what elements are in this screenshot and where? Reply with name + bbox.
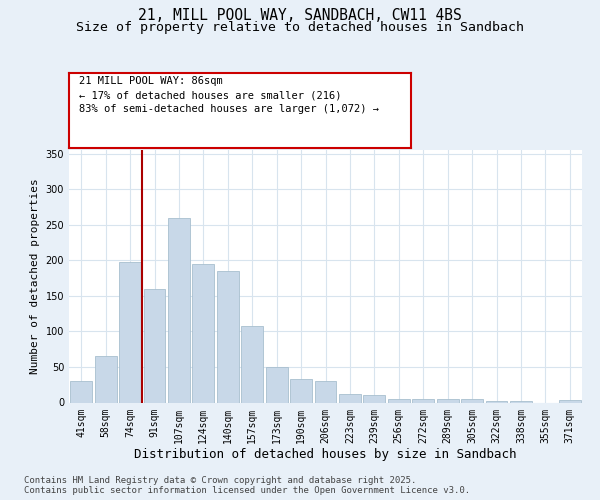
Bar bbox=[217, 271, 239, 402]
Bar bbox=[143, 288, 166, 403]
Text: 21 MILL POOL WAY: 86sqm
← 17% of detached houses are smaller (216)
83% of semi-d: 21 MILL POOL WAY: 86sqm ← 17% of detache… bbox=[79, 76, 379, 114]
Bar bbox=[485, 401, 508, 402]
Bar bbox=[290, 379, 312, 402]
Text: Size of property relative to detached houses in Sandbach: Size of property relative to detached ho… bbox=[76, 21, 524, 34]
Bar bbox=[461, 399, 483, 402]
Bar bbox=[266, 367, 287, 402]
Text: 21, MILL POOL WAY, SANDBACH, CW11 4BS: 21, MILL POOL WAY, SANDBACH, CW11 4BS bbox=[138, 8, 462, 22]
Bar bbox=[314, 381, 337, 402]
Bar bbox=[364, 396, 385, 402]
Bar bbox=[437, 399, 458, 402]
Text: Contains HM Land Registry data © Crown copyright and database right 2025.
Contai: Contains HM Land Registry data © Crown c… bbox=[24, 476, 470, 495]
Bar bbox=[70, 381, 92, 402]
Bar bbox=[339, 394, 361, 402]
Bar bbox=[168, 218, 190, 402]
X-axis label: Distribution of detached houses by size in Sandbach: Distribution of detached houses by size … bbox=[134, 448, 517, 461]
Bar bbox=[412, 399, 434, 402]
Bar bbox=[510, 401, 532, 402]
Bar bbox=[193, 264, 214, 402]
Y-axis label: Number of detached properties: Number of detached properties bbox=[30, 178, 40, 374]
Bar bbox=[388, 399, 410, 402]
Bar bbox=[241, 326, 263, 402]
Bar bbox=[95, 356, 116, 403]
Bar bbox=[559, 400, 581, 402]
Bar bbox=[119, 262, 141, 402]
